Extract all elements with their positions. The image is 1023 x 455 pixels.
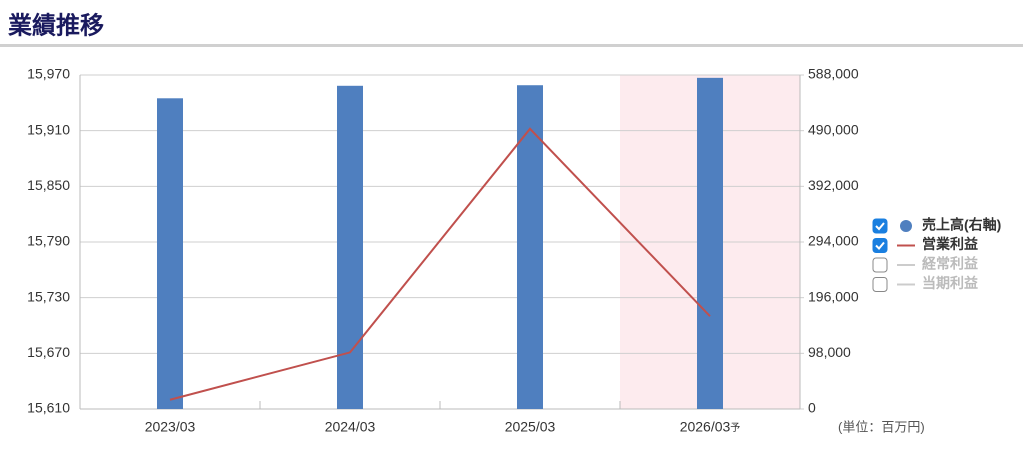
legend-checkbox[interactable] xyxy=(872,238,888,253)
bar xyxy=(157,98,183,409)
legend-item[interactable]: 当期利益 xyxy=(872,275,978,292)
y2-tick-label: 0 xyxy=(808,400,816,416)
legend-label: 営業利益 xyxy=(922,236,978,252)
y-tick-label: 15,790 xyxy=(27,233,70,249)
y2-tick-label: 392,000 xyxy=(808,177,859,193)
legend-checkbox[interactable] xyxy=(872,277,888,292)
legend-item[interactable]: 売上高(右軸) xyxy=(872,217,1001,234)
bar xyxy=(517,85,543,409)
legend-label: 経常利益 xyxy=(922,256,978,272)
legend-item[interactable]: 経常利益 xyxy=(872,256,978,273)
bar xyxy=(337,85,363,410)
forecast-mark: 予 xyxy=(730,422,740,434)
legend-checkbox[interactable] xyxy=(872,218,888,234)
y-tick-label: 15,730 xyxy=(27,288,70,304)
legend-label: 当期利益 xyxy=(922,275,978,291)
unit-label: (単位：百万円) xyxy=(838,419,925,434)
bar xyxy=(697,77,723,409)
y2-tick-label: 196,000 xyxy=(808,288,859,304)
legend-label: 売上高(右軸) xyxy=(922,217,1001,233)
line xyxy=(169,127,711,401)
legend-swatch xyxy=(900,220,912,232)
y-tick-label: 15,970 xyxy=(27,66,70,82)
check xyxy=(875,222,885,231)
x-tick-label: 2024/03 xyxy=(325,419,376,435)
check xyxy=(875,241,885,250)
x-tick-label: 2025/03 xyxy=(505,419,556,435)
y-tick-label: 15,670 xyxy=(27,344,70,360)
title-rule xyxy=(0,44,1023,47)
legend-checkbox[interactable] xyxy=(872,257,888,273)
legend-item[interactable]: 営業利益 xyxy=(872,236,978,253)
y2-tick-label: 98,000 xyxy=(808,344,851,360)
y-tick-label: 15,910 xyxy=(27,121,70,137)
x-tick-label: 2023/03 xyxy=(145,419,196,435)
x-tick-label: 2026/03予 xyxy=(680,419,741,435)
y-tick-label: 15,610 xyxy=(27,400,70,416)
y2-tick-label: 588,000 xyxy=(808,66,859,82)
y-tick-label: 15,850 xyxy=(27,177,70,193)
chart-title: 業績推移 xyxy=(8,11,104,39)
y2-tick-label: 294,000 xyxy=(808,233,859,249)
y2-tick-label: 490,000 xyxy=(808,121,859,137)
